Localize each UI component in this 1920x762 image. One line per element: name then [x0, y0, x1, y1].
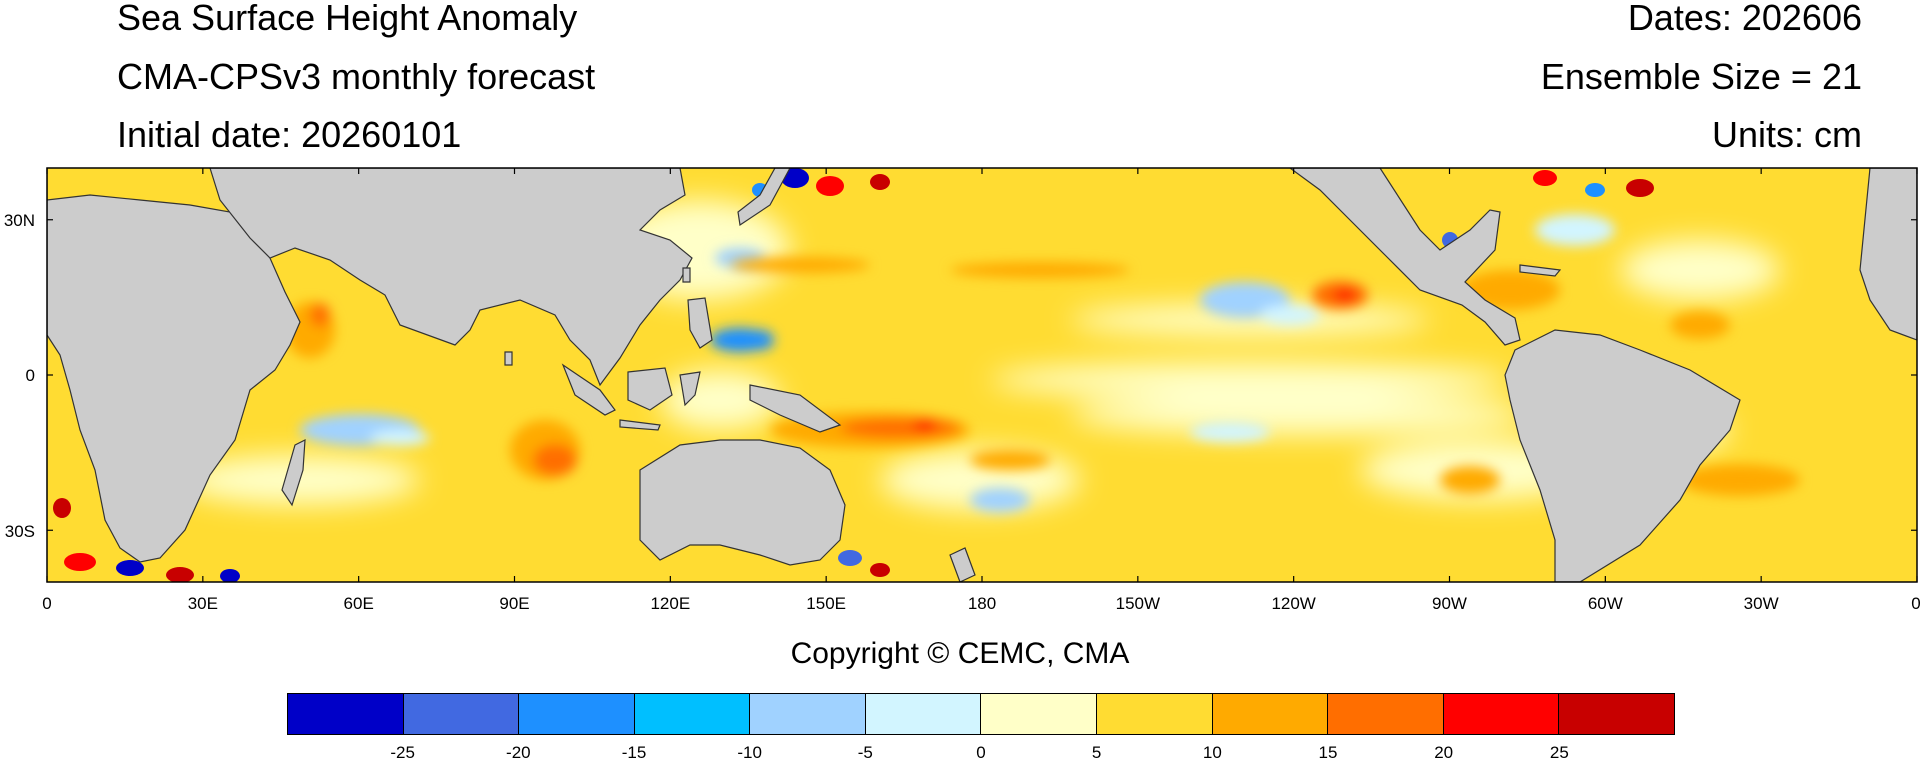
colorbar-swatch [865, 694, 982, 734]
philippines [687, 297, 713, 349]
lon-label: 90W [1432, 594, 1467, 613]
colorbar-swatch [1443, 694, 1560, 734]
ensemble-size: Ensemble Size = 21 [1540, 56, 1862, 97]
land-masses [47, 168, 1917, 582]
java [619, 419, 661, 431]
forecast-dates: Dates: 202606 [1627, 0, 1862, 38]
lat-label-0: 0 [25, 366, 35, 385]
lon-label: 90E [499, 594, 530, 613]
borneo [627, 367, 673, 411]
lon-label: 150W [1115, 594, 1161, 613]
lon-label: 0 [42, 594, 52, 613]
colorbar-swatch [750, 694, 866, 734]
madagascar [281, 438, 306, 507]
colorbar-swatch [403, 694, 520, 734]
lon-label: 120W [1271, 594, 1316, 613]
initial-date: Initial date: 20260101 [117, 114, 462, 155]
new-guinea [749, 384, 842, 433]
colorbar-swatch [1328, 694, 1444, 734]
japan [737, 168, 791, 227]
colorbar-label: -10 [737, 743, 762, 762]
lon-label: 60W [1587, 594, 1623, 613]
lon-label: 0 [1911, 594, 1920, 613]
anomaly-field [53, 168, 1800, 582]
colorbar-label: -15 [621, 743, 647, 762]
colorbar-swatch [981, 694, 1098, 734]
lat-label-30n: 30N [3, 211, 35, 230]
colorbar-label: -25 [390, 743, 415, 762]
colorbar-swatch [1097, 694, 1213, 734]
colorbar-label: 10 [1202, 743, 1222, 762]
colorbar-swatch [1559, 694, 1674, 734]
lon-label: 30E [187, 594, 218, 613]
units-label: Units: cm [1711, 114, 1862, 155]
lat-label-30s: 30S [4, 522, 35, 541]
new-zealand [949, 547, 976, 582]
lon-label: 150E [806, 594, 846, 613]
colorbar-label: -20 [506, 743, 531, 762]
copyright-notice: Copyright © CEMC, CMA [790, 637, 1130, 670]
sulawesi [679, 371, 701, 407]
colorbar-swatch [634, 694, 751, 734]
ssh-anomaly-map [46, 167, 1918, 583]
colorbar-label: 15 [1318, 743, 1338, 762]
lon-label: 120E [650, 594, 691, 613]
cuba [1519, 264, 1562, 277]
colorbar-swatch [1212, 694, 1329, 734]
colorbar-label: -5 [857, 743, 873, 762]
lon-label: 60E [343, 594, 374, 613]
africa-landmass [47, 168, 301, 563]
colorbar [287, 693, 1675, 735]
map-title: Sea Surface Height Anomaly [117, 0, 578, 38]
lon-label: 180 [967, 594, 997, 613]
colorbar-swatch [519, 694, 635, 734]
sri-lanka [504, 351, 513, 366]
colorbar-label: 0 [976, 743, 986, 762]
north-america-landmass [1288, 168, 1521, 346]
colorbar-swatch [288, 694, 404, 734]
eurasia-landmass [209, 168, 693, 387]
south-america-landmass [1504, 329, 1741, 582]
africa-west-edge [1859, 168, 1917, 341]
lon-label: 30W [1743, 594, 1779, 613]
taiwan [682, 267, 691, 283]
axis-tick-marks [46, 168, 1918, 582]
colorbar-label: 20 [1434, 743, 1454, 762]
colorbar-label: 25 [1549, 743, 1569, 762]
colorbar-label: 5 [1091, 743, 1102, 762]
sumatra [561, 363, 616, 416]
australia-landmass [639, 439, 846, 566]
model-subtitle: CMA-CPSv3 monthly forecast [117, 56, 596, 97]
